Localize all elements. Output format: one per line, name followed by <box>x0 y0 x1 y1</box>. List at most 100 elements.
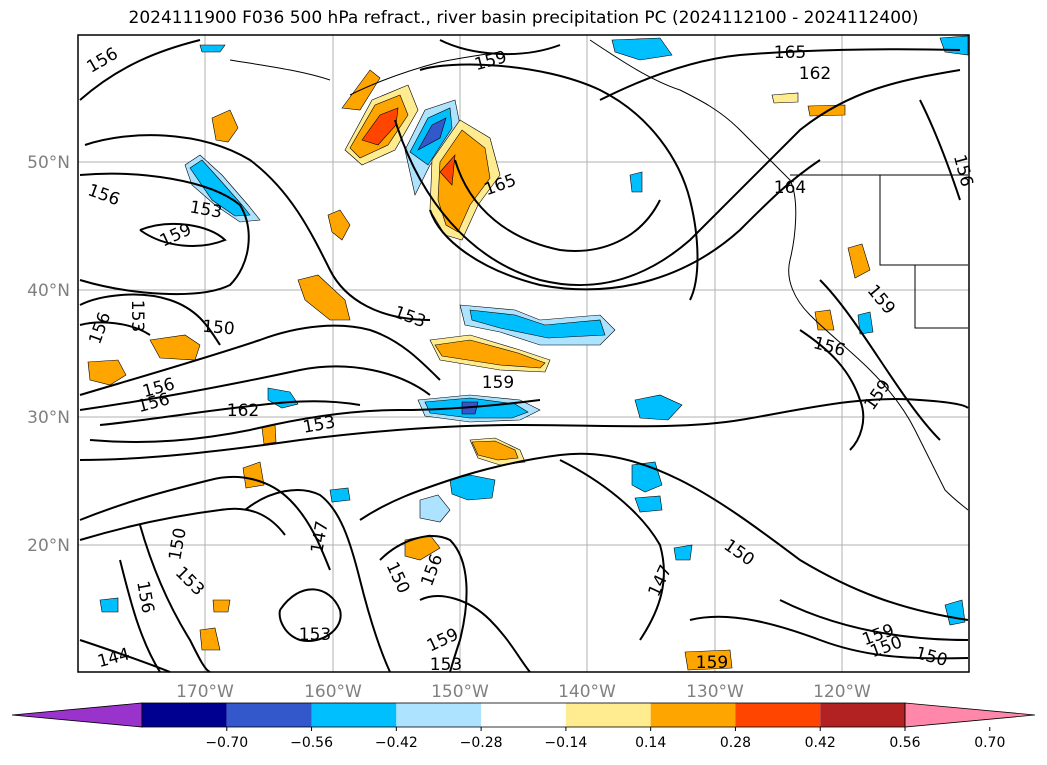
lon-label-150: 150°W <box>431 682 489 702</box>
contour-line <box>419 63 699 301</box>
shade-red <box>439 154 456 186</box>
map-title: 2024111900 F036 500 hPa refract., river … <box>128 8 919 28</box>
contour-line <box>79 476 331 571</box>
colorbar-segment <box>735 703 821 727</box>
shade-orange <box>847 243 871 279</box>
colorbar-tick-label: −0.42 <box>375 735 418 751</box>
contour-line <box>779 599 969 641</box>
contour-line <box>689 615 969 660</box>
colorbar-tick-label: −0.56 <box>290 735 333 751</box>
contour-line <box>79 172 250 296</box>
colorbar: −0.70 −0.56 −0.42 −0.28 −0.14 0.14 0.28 0.42 0.5… <box>11 702 1036 751</box>
colorbar-tick-label: 0.14 <box>635 735 666 751</box>
lon-label-160: 160°W <box>304 682 362 702</box>
colorbar-tick-label: 0.70 <box>974 735 1005 751</box>
contour-line <box>419 595 531 673</box>
contour-line <box>244 489 391 673</box>
contour-line <box>99 400 361 426</box>
shade-cyan <box>857 311 874 335</box>
contour-line <box>79 293 221 346</box>
shade-cyan <box>634 495 663 513</box>
contour-line <box>799 329 865 451</box>
shade-cyan <box>629 171 643 193</box>
colorbar-tick-label: 0.56 <box>889 735 920 751</box>
shade-orange <box>434 339 546 369</box>
colorbar-tick-label: 0.42 <box>805 735 836 751</box>
contour-line <box>429 159 821 291</box>
contour-line <box>139 223 227 247</box>
shade-orange <box>471 440 519 461</box>
shade-cyan <box>673 544 693 561</box>
colorbar-tick-label: −0.70 <box>205 735 248 751</box>
shade-orange <box>149 334 201 361</box>
contour-line <box>139 524 211 673</box>
contour-line <box>89 399 541 443</box>
shade-cyan <box>611 37 673 61</box>
contour-line <box>919 99 961 201</box>
colorbar-segment <box>820 703 905 727</box>
contour-line <box>79 39 201 101</box>
colorbar-extension-low <box>11 702 143 728</box>
shade-orange <box>212 599 231 613</box>
map-frame <box>77 34 970 673</box>
contour-lines <box>79 39 969 673</box>
contour-line <box>84 134 431 321</box>
shade-light-yellow <box>771 92 799 104</box>
contour-line <box>79 398 969 461</box>
shade-orange <box>327 209 351 241</box>
lat-label-20: 20°N <box>27 536 70 556</box>
colorbar-segment <box>650 703 736 727</box>
coastlines <box>229 39 969 511</box>
contour-line <box>454 159 661 252</box>
shade-orange <box>297 274 351 321</box>
shaded-areas <box>87 35 969 671</box>
border-state <box>879 175 968 266</box>
colorbar-segment <box>311 703 397 727</box>
shade-cyan <box>634 394 683 421</box>
contour-label: 164 <box>774 178 806 198</box>
contour-label: 150 <box>201 317 235 340</box>
shade-orange <box>199 627 221 651</box>
colorbar-segment <box>565 703 651 727</box>
contour-line <box>379 535 468 673</box>
contour-label: 162 <box>227 401 259 421</box>
colorbar-segment <box>142 703 227 727</box>
lon-label-130: 130°W <box>686 682 744 702</box>
contour-line <box>278 588 342 642</box>
contour-label: 153 <box>127 300 147 332</box>
coastline-alaska <box>349 51 501 96</box>
colorbar-segment <box>481 703 566 727</box>
colorbar-tick-label: −0.14 <box>544 735 587 751</box>
shade-orange <box>684 649 733 671</box>
colorbar-outline <box>141 702 906 728</box>
shade-blue <box>417 117 447 151</box>
contour-line <box>79 365 431 411</box>
contour-label: 153 <box>299 625 331 645</box>
shade-cyan <box>329 487 351 503</box>
contour-line <box>439 39 561 56</box>
contour-label: 159 <box>482 373 514 393</box>
coastline-alaska <box>229 59 331 81</box>
contour-line <box>559 459 665 641</box>
contour-line <box>79 507 286 541</box>
contour-label: 153 <box>430 655 462 675</box>
colorbar-extension-high <box>904 702 1036 728</box>
shade-cyan <box>199 44 226 53</box>
colorbar-segment <box>226 703 312 727</box>
contour-label: 165 <box>774 43 806 63</box>
contour-label: 159 <box>696 653 728 673</box>
lat-label-50: 50°N <box>27 153 70 173</box>
contour-line <box>79 321 151 336</box>
lat-label-30: 30°N <box>27 408 70 428</box>
lon-label-120: 120°W <box>813 682 871 702</box>
lon-labels: 170°W 160°W 150°W 140°W 130°W 120°W <box>176 682 871 702</box>
contour-line <box>79 324 441 396</box>
shade-orange <box>87 359 127 386</box>
contour-label: 162 <box>799 64 831 84</box>
lat-labels: 50°N 40°N 30°N 20°N <box>27 153 70 556</box>
colorbar-tick-label: 0.28 <box>720 735 751 751</box>
shade-cyan <box>469 309 606 339</box>
lon-label-140: 140°W <box>558 682 616 702</box>
shade-cyan <box>449 474 496 501</box>
